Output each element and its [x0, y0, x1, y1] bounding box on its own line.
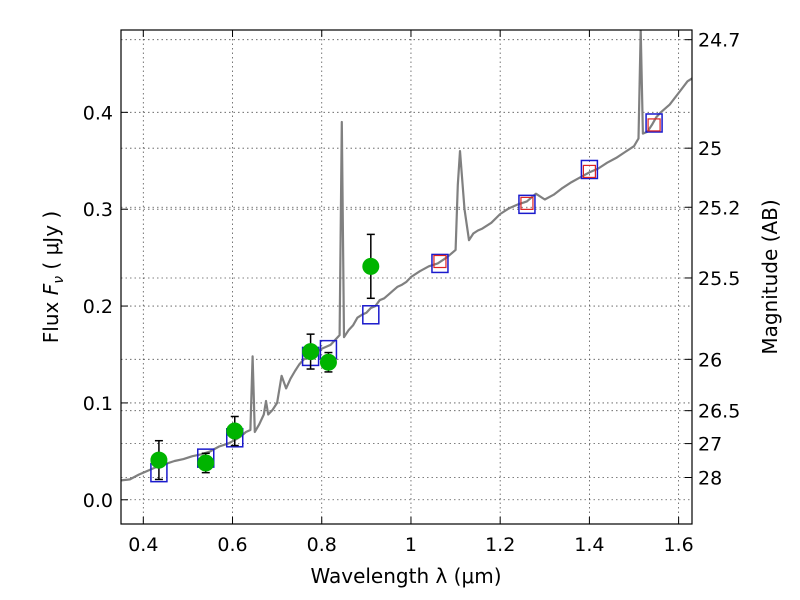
y2-tick-label: 27 — [698, 434, 722, 456]
y-tick-label: 0.0 — [83, 490, 113, 512]
observed-photometry-point — [150, 451, 168, 469]
x-tick-label: 0.8 — [307, 534, 337, 556]
y-axis-label: Flux Fν ( μJy ) — [39, 211, 67, 343]
y2-tick-label: 28 — [698, 468, 722, 490]
model-photometry-marker — [580, 159, 599, 180]
y2-tick-label: 24.7 — [698, 30, 740, 52]
y2-tick-label: 25.2 — [698, 197, 740, 219]
markers — [150, 113, 663, 483]
plot-frame — [120, 29, 693, 525]
y-axis-label-sub: ν — [51, 276, 67, 284]
red-marker — [582, 164, 596, 179]
grid — [121, 30, 692, 524]
x-tick-label: 1 — [405, 534, 417, 556]
tick-labels: 0.4 0.6 0.8 1 1.2 1.4 1.6 0.0 0.1 0.2 0.3 0.4 24.7 25… — [83, 30, 741, 556]
model-photometry-marker — [645, 113, 663, 133]
x-tick-label: 0.6 — [217, 534, 247, 556]
y-tick-label: 0.3 — [83, 199, 113, 221]
y2-tick-label: 26 — [698, 349, 722, 371]
observed-photometry-point — [362, 257, 380, 275]
x-tick-label: 1.2 — [485, 534, 515, 556]
observed-photometry-point — [319, 353, 337, 371]
x-tick-label: 1.6 — [664, 534, 694, 556]
y2-tick-label: 25.5 — [698, 268, 740, 290]
y-axis-label-prefix: Flux — [39, 295, 63, 343]
observed-photometry-point — [302, 343, 320, 361]
observed-photometry-point — [197, 454, 215, 472]
x-tick-label: 0.4 — [128, 534, 158, 556]
model-photometry-marker — [362, 305, 380, 325]
spectrum-series — [121, 30, 692, 482]
y-tick-label: 0.1 — [83, 393, 113, 415]
y2-tick-label: 25 — [698, 138, 722, 160]
model-photometry-marker — [518, 194, 536, 215]
red-marker — [520, 196, 534, 210]
y-axis-label-unit: ( μJy ) — [39, 211, 63, 276]
y2-axis-label: Magnitude (AB) — [758, 199, 782, 354]
y-tick-label: 0.4 — [83, 102, 113, 124]
red-marker — [647, 118, 661, 132]
y2-tick-label: 26.5 — [698, 401, 740, 423]
model-photometry-marker — [431, 253, 449, 274]
spectrum-line — [121, 30, 692, 482]
observed-photometry-point — [226, 422, 244, 440]
red-marker — [433, 254, 447, 269]
y-axis-label-var: F — [39, 283, 63, 295]
x-axis-label: Wavelength λ (μm) — [310, 564, 501, 588]
x-tick-label: 1.4 — [574, 534, 604, 556]
ticks — [121, 30, 692, 524]
y-tick-label: 0.2 — [83, 296, 113, 318]
